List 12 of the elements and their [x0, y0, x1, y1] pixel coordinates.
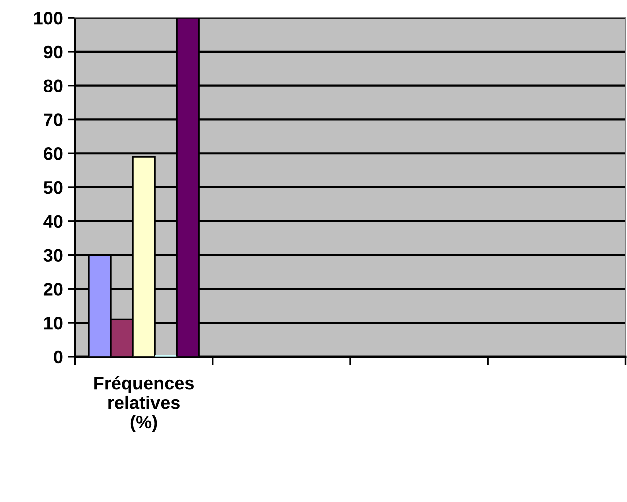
- y-tick-label: 80: [44, 80, 63, 93]
- y-tick-label: 40: [44, 215, 63, 228]
- y-tick-label: 60: [44, 148, 63, 160]
- y-tick-label: 90: [44, 46, 63, 59]
- y-tick-label: 70: [44, 114, 63, 126]
- y-tick-label: 50: [44, 181, 63, 194]
- y-tick-label: 10: [44, 316, 63, 330]
- x-tick-label: Fréquences relatives (%): [94, 376, 194, 432]
- y-tick-label: 30: [44, 249, 63, 262]
- y-tick-label: 20: [44, 283, 63, 296]
- y-tick-label: 0: [54, 350, 63, 364]
- y-tick-label: 100: [34, 12, 63, 25]
